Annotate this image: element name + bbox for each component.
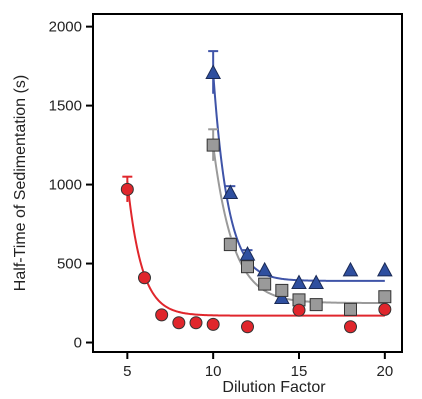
- x-tick-label: 5: [123, 363, 131, 380]
- triangle-data-point: [292, 276, 306, 289]
- x-axis-label: Dilution Factor: [222, 379, 326, 396]
- y-tick-label: 500: [57, 256, 82, 273]
- circle-data-point: [379, 303, 391, 315]
- square-data-point: [207, 139, 219, 151]
- triangle-data-point: [258, 263, 272, 276]
- circle-data-point: [139, 272, 151, 284]
- square-data-point: [379, 291, 391, 303]
- triangle-data-point: [344, 263, 358, 276]
- plot-frame: [93, 14, 402, 352]
- y-tick-label: 0: [74, 335, 82, 352]
- circle-data-point: [156, 309, 168, 321]
- y-axis-label: Half-Time of Sedimentation (s): [12, 75, 29, 291]
- triangle-data-point: [309, 276, 323, 289]
- circle-data-point: [345, 321, 357, 333]
- square-data-point: [310, 299, 322, 311]
- data-points: [121, 51, 392, 333]
- square-data-point: [345, 303, 357, 315]
- x-tick-label: 20: [376, 363, 393, 380]
- circle-data-point: [207, 318, 219, 330]
- square-data-point: [224, 239, 236, 251]
- circle-data-point: [121, 183, 133, 195]
- circle-fit-curve: [127, 181, 385, 315]
- square-data-point: [242, 261, 254, 273]
- y-tick-label: 1000: [49, 177, 82, 194]
- y-tick-label: 1500: [49, 98, 82, 115]
- y-tick-label: 2000: [49, 19, 82, 36]
- triangle-data-point: [206, 65, 220, 78]
- fit-curves: [127, 72, 385, 315]
- circle-data-point: [242, 321, 254, 333]
- square-data-point: [259, 278, 271, 290]
- triangle-fit-curve: [213, 72, 385, 280]
- circle-data-point: [190, 317, 202, 329]
- triangle-data-point: [378, 263, 392, 276]
- square-data-point: [276, 284, 288, 296]
- circle-data-point: [173, 317, 185, 329]
- x-tick-label: 15: [291, 363, 308, 380]
- circle-data-point: [293, 304, 305, 316]
- x-tick-label: 10: [205, 363, 222, 380]
